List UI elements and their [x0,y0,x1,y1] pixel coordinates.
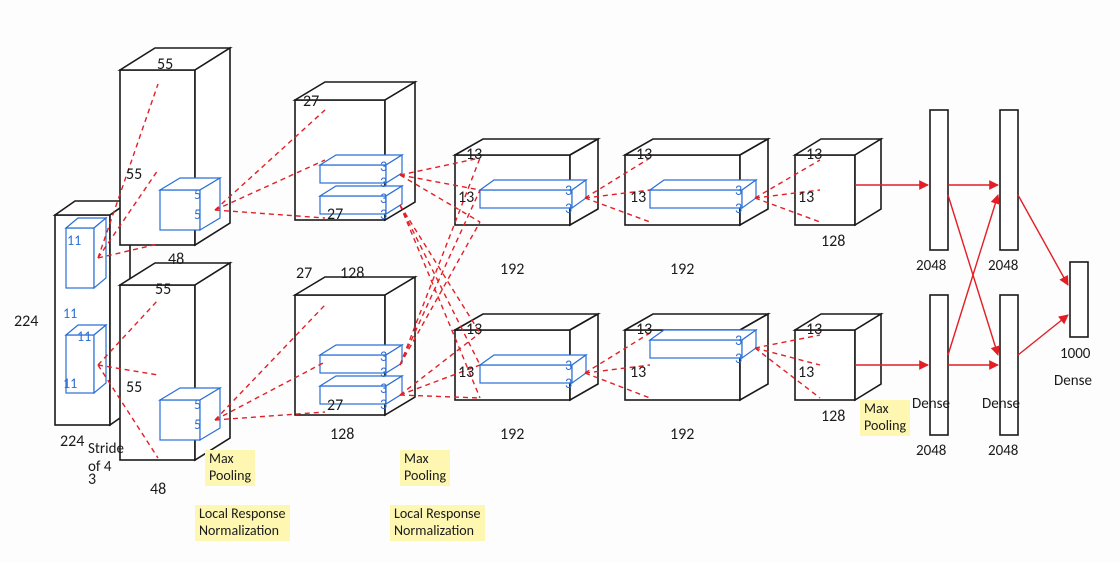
l-128-t: 128 [340,264,364,283]
l-128-b: 128 [330,425,354,444]
alexnet-diagram: 2242243Stride of 45555485555482727271282… [0,0,1120,563]
l-128-5t: 128 [821,232,845,251]
bl-5-b2: 5 [194,416,201,433]
bl-3-2tc: 3 [380,190,387,207]
bl-11-b: 11 [63,305,77,322]
l-13-4t1: 13 [636,145,652,164]
l-2048-6b: 2048 [916,442,946,460]
l-48-t: 48 [168,250,184,269]
c2b-filter-a [320,345,402,373]
l-13-3t1: 13 [466,145,482,164]
l-13-3b2: 13 [458,363,474,382]
l-2048-7t: 2048 [988,257,1018,275]
l-27-t1: 27 [303,92,319,111]
l-192-4t: 192 [670,260,694,279]
a-fc7t-fc8 [1018,195,1068,285]
bl-3-4ba: 3 [735,332,742,349]
fc7-bot [1000,295,1018,435]
bl-3-3ta: 3 [565,182,572,199]
bl-5-b1: 5 [194,396,201,413]
hl-lrn-1: Local Response Normalization [195,505,290,541]
l-192-3b: 192 [500,425,524,444]
l-55-t1: 55 [157,55,173,74]
bl-3-2bc: 3 [380,380,387,397]
c1t-filter [160,178,220,230]
fc6-bot [930,295,948,435]
bl-3-3tb: 3 [565,200,572,217]
l-13-5b2: 13 [798,363,814,382]
l-13-4t2: 13 [630,188,646,207]
l-27-t3: 27 [296,264,312,283]
l-192-4b: 192 [670,425,694,444]
l-1000: 1000 [1060,345,1090,363]
l-dense-3: Dense [1054,372,1092,390]
bl-3-2td: 3 [380,206,387,223]
bl-5-t1: 5 [194,186,201,203]
bl-3-3ba: 3 [565,357,572,374]
l-27-b2: 27 [327,396,343,415]
bl-3-4tb: 3 [735,200,742,217]
l-13-5b1: 13 [806,320,822,339]
bl-3-4ta: 3 [735,182,742,199]
bl-11-d: 11 [63,375,77,392]
l-224-left: 224 [14,312,38,331]
l-224-bot: 224 [60,432,84,451]
l-dense-1: Dense [912,395,950,413]
l-13-5t2: 13 [798,188,814,207]
fc6-top [930,110,948,250]
hl-maxpool-1: Max Pooling [205,450,255,486]
l-13-4b1: 13 [636,320,652,339]
hl-lrn-2: Local Response Normalization [390,505,485,541]
bl-11-a: 11 [67,232,81,249]
bl-3-2bd: 3 [380,396,387,413]
bl-3-2ta: 3 [380,158,387,175]
l-stride: Stride of 4 [88,440,124,476]
bl-3-3bb: 3 [565,375,572,392]
bl-3-2tb: 3 [380,174,387,191]
bl-11-c: 11 [77,328,91,345]
l-27-t2: 27 [327,205,343,224]
l-dense-2: Dense [982,395,1020,413]
l-128-5b: 128 [821,407,845,426]
d-c1b-c2b-2 [215,412,325,420]
bl-5-t2: 5 [194,206,201,223]
c2t-filter-a [320,155,402,183]
input-filter-top [66,218,106,288]
l-55-b2: 55 [126,378,142,397]
hl-maxpool-3: Max Pooling [860,400,910,436]
l-2048-6t: 2048 [916,257,946,275]
l-13-4b2: 13 [630,363,646,382]
fc7-top [1000,110,1018,250]
c1b-filter [160,388,220,440]
bl-3-4bb: 3 [735,350,742,367]
l-55-t2: 55 [126,165,142,184]
bl-3-2bb: 3 [380,364,387,381]
bl-3-2ba: 3 [380,348,387,365]
l-13-3b1: 13 [466,320,482,339]
l-48-b: 48 [150,480,166,499]
fc8 [1070,262,1088,337]
l-2048-7b: 2048 [988,442,1018,460]
l-13-3t2: 13 [458,188,474,207]
l-192-3t: 192 [500,260,524,279]
hl-maxpool-2: Max Pooling [400,450,450,486]
l-13-5t1: 13 [806,145,822,164]
l-55-b1: 55 [155,280,171,299]
